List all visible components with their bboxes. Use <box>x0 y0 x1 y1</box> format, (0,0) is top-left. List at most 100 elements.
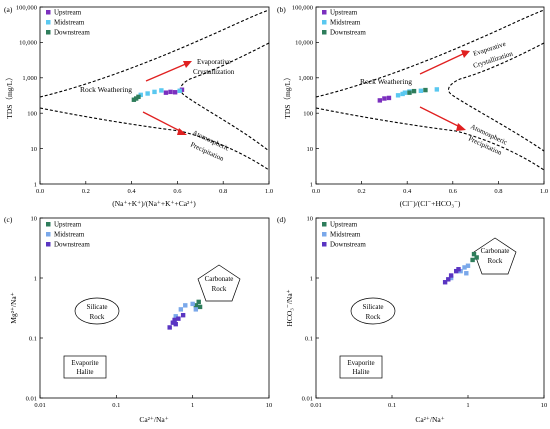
data-point-midstream <box>173 314 178 319</box>
panel-d-legend: Upstream Midstream Downstream <box>322 221 366 249</box>
y-tick-label: 0.01 <box>302 395 313 402</box>
legend-entry: Upstream <box>54 221 82 229</box>
panel-d-label: (d) <box>277 215 286 224</box>
panel-b-ylabel: TDS（mg/L） <box>283 73 292 118</box>
arrow-evaporation-a <box>145 62 189 82</box>
x-tick-label: 0.4 <box>128 188 137 195</box>
y-tick-label: 10,000 <box>19 40 37 47</box>
data-point-downstream <box>411 88 417 94</box>
carbonate-rock-pentagon-c <box>197 264 241 302</box>
panel-b-label: (b) <box>277 5 286 14</box>
x-tick-label: 1.0 <box>540 188 548 195</box>
gibbs-inner-boundary-b <box>448 42 545 152</box>
y-tick-label: 1 <box>310 275 313 282</box>
x-tick-label: 1 <box>191 402 194 409</box>
rock-label-d: Rock <box>488 257 503 265</box>
data-point-upstream <box>179 87 185 92</box>
y-tick-label: 100,000 <box>16 4 37 11</box>
panel-a-frame <box>39 6 270 185</box>
panel-c-ticks: 0.01 0.1 1 10 0.01 0.1 1 10 <box>26 215 273 409</box>
legend-entry: Downstream <box>54 241 90 249</box>
rock-weathering-label-b: Rock Weathering <box>360 77 412 86</box>
arrow-head-evaporation-b <box>461 50 470 58</box>
y-tick-label: 100,000 <box>292 4 313 11</box>
data-point-upstream <box>386 95 392 101</box>
legend-swatch <box>46 242 51 247</box>
legend-swatch <box>46 20 51 25</box>
data-point-downstream <box>448 273 454 278</box>
legend-swatch <box>46 222 51 227</box>
legend-swatch <box>322 222 327 227</box>
panel-a-label: (a) <box>4 5 13 14</box>
legend-swatch <box>46 10 51 15</box>
x-tick-label: 0.0 <box>36 188 44 195</box>
legend-entry: Downstream <box>330 241 366 249</box>
carbonate-label-d: Carbonate <box>481 247 510 255</box>
data-point-upstream <box>172 90 178 95</box>
x-tick-label: 0.1 <box>112 402 120 409</box>
data-point-downstream <box>136 94 141 100</box>
data-point-midstream <box>434 87 440 92</box>
y-tick-label: 0.1 <box>305 335 313 342</box>
panel-d-points <box>442 251 479 285</box>
data-point-downstream <box>442 280 448 285</box>
rock-weathering-label-a: Rock Weathering <box>80 85 132 94</box>
evaporite-halite-box-c <box>63 355 107 379</box>
x-tick-label: 0.4 <box>403 188 412 195</box>
y-tick-label: 1,000 <box>298 75 313 82</box>
panel-c-ylabel: Mg²⁺/Na⁺ <box>9 292 18 323</box>
data-point-downstream <box>454 268 459 274</box>
y-tick-label: 1 <box>34 181 37 188</box>
panel-a: (a) 0.0 0.2 0.4 0.6 0.8 1.0 1 10 100 1,000 10,000 1… <box>4 4 273 208</box>
halite-label-c: Halite <box>76 368 93 376</box>
y-tick-label: 10 <box>31 146 38 153</box>
data-point-downstream <box>173 321 178 327</box>
data-point-downstream <box>180 312 186 318</box>
data-point-downstream <box>446 277 451 282</box>
y-tick-label: 10 <box>31 215 38 222</box>
legend-entry: Midstream <box>330 19 361 27</box>
panel-b-xlabel: (Cl⁻)/(Cl⁻+HCO₃⁻) <box>400 199 461 208</box>
data-point-downstream <box>133 96 139 101</box>
data-point-upstream <box>382 96 387 101</box>
data-point-upstream <box>470 257 475 263</box>
x-tick-label: 10 <box>266 402 273 409</box>
data-point-midstream <box>465 263 471 268</box>
arrow-head-precipitation-a <box>177 128 187 135</box>
panel-c-legend: Upstream Midstream Downstream <box>46 221 90 249</box>
panel-a-legend: Upstream Midstream Downstream <box>46 9 90 37</box>
data-point-midstream <box>395 93 401 98</box>
gibbs-upper-boundary <box>39 9 270 98</box>
legend-swatch <box>322 232 327 237</box>
legend-swatch <box>322 242 327 247</box>
panel-c-xlabel: Ca²⁺/Na⁺ <box>139 415 168 424</box>
y-tick-label: 10 <box>307 146 314 153</box>
legend-swatch <box>322 10 327 15</box>
arrow-evaporation-b <box>419 52 466 75</box>
carbonate-label-c: Carbonate <box>205 275 234 283</box>
x-tick-label: 0.6 <box>449 188 458 195</box>
data-point-downstream <box>176 316 181 321</box>
y-tick-label: 100 <box>303 111 313 118</box>
legend-entry: Midstream <box>330 231 361 239</box>
rock2-label-d: Rock <box>366 313 381 321</box>
rock-label-c: Rock <box>212 285 227 293</box>
data-point-midstream <box>402 90 408 95</box>
data-point-upstream <box>163 90 169 95</box>
y-tick-label: 1 <box>34 275 37 282</box>
panel-a-ylabel: TDS（mg/L） <box>5 73 14 118</box>
data-point-upstream <box>377 98 383 103</box>
legend-entry: Upstream <box>54 9 82 17</box>
data-point-midstream <box>159 88 164 93</box>
y-tick-label: 10,000 <box>295 40 313 47</box>
panel-c-points <box>167 299 203 330</box>
panel-a-ticks: 0.0 0.2 0.4 0.6 0.8 1.0 1 10 100 1,000 10,000 100,0… <box>16 4 273 195</box>
data-point-upstream <box>474 255 479 260</box>
panel-d-frame <box>315 217 545 399</box>
y-tick-label: 1,000 <box>22 75 37 82</box>
x-tick-label: 0.01 <box>34 402 45 409</box>
x-tick-label: 1 <box>466 402 469 409</box>
data-point-midstream <box>400 91 405 97</box>
